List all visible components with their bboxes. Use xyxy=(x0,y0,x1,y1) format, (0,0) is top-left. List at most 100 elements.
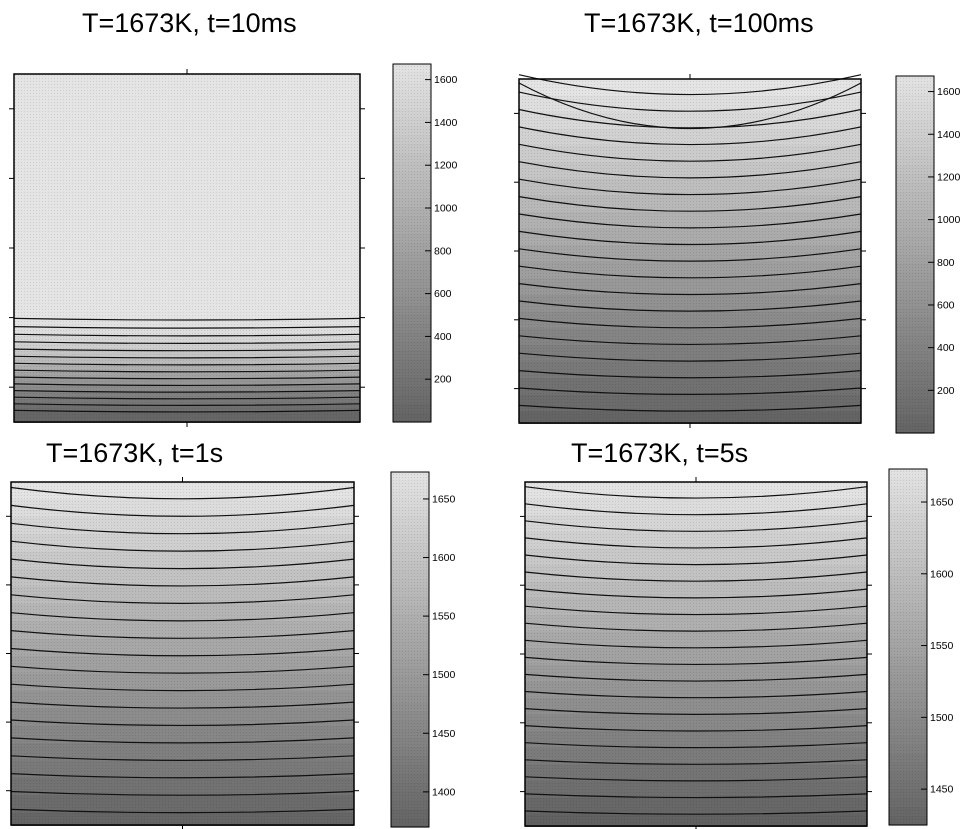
contour-line xyxy=(524,673,868,682)
contour-line xyxy=(524,810,868,815)
colorbar-tick-label: 1400 xyxy=(434,117,458,129)
contour-line xyxy=(10,773,355,779)
colorbar-tick-label: 1500 xyxy=(930,712,954,724)
contour-line xyxy=(524,639,868,649)
contour-line xyxy=(524,554,868,566)
colorbar-frame xyxy=(888,468,928,826)
contour-line xyxy=(13,355,361,359)
contour-line xyxy=(10,701,355,709)
colorbar-tick-label: 1400 xyxy=(937,129,961,141)
colorbar-tick-label: 200 xyxy=(434,374,452,386)
contour-line xyxy=(10,576,355,587)
contour-line xyxy=(524,486,868,499)
contour-line xyxy=(13,369,361,373)
contour-line xyxy=(518,178,862,196)
colorbar-tick-label: 1450 xyxy=(432,728,456,740)
contour-line xyxy=(518,248,862,262)
contour-line xyxy=(13,383,361,387)
colorbar-tick-label: 1000 xyxy=(434,203,458,215)
contour-line xyxy=(524,793,868,799)
colorbar-tick-label: 1600 xyxy=(434,74,458,86)
contour-line xyxy=(524,656,868,666)
contour-line xyxy=(518,143,862,162)
colorbar-tick-label: 1200 xyxy=(434,160,458,172)
colorbar-tick-label: 400 xyxy=(937,342,955,354)
texture-overlay xyxy=(525,482,867,826)
panel-title: T=1673K, t=5s xyxy=(571,438,749,468)
texture-overlay xyxy=(14,74,360,422)
colorbar-frame xyxy=(390,471,430,828)
colorbar-tick-label: 1600 xyxy=(937,86,961,98)
panel-title: T=1673K, t=1s xyxy=(46,438,224,468)
contour-line xyxy=(518,126,862,146)
contour-line xyxy=(10,612,355,622)
contour-line xyxy=(524,622,868,632)
colorbar-texture xyxy=(393,64,431,422)
contour-line xyxy=(10,540,355,552)
contour-line xyxy=(524,503,868,516)
contour-line xyxy=(10,755,355,761)
colorbar-tick-label: 1400 xyxy=(432,786,456,798)
colorbar-texture xyxy=(889,469,927,825)
contour-line xyxy=(10,719,355,727)
contour-line xyxy=(524,725,868,732)
contour-line xyxy=(518,108,862,129)
contour-line xyxy=(524,742,868,749)
colorbar-tick-label: 800 xyxy=(434,245,452,257)
colorbar-tick-label: 800 xyxy=(937,257,955,269)
contour-line xyxy=(518,196,862,212)
panel-title: T=1673K, t=100ms xyxy=(584,8,814,38)
contour-line xyxy=(518,265,862,279)
contour-line xyxy=(518,91,862,112)
colorbar-tick-label: 400 xyxy=(434,331,452,343)
contour-line xyxy=(518,370,862,379)
colorbar-tick-label: 1000 xyxy=(937,214,961,226)
contour-line xyxy=(518,317,862,329)
contour-line xyxy=(13,348,361,352)
texture-overlay xyxy=(519,79,861,423)
contour-line xyxy=(518,161,862,179)
colorbar-tick-label: 1600 xyxy=(432,552,456,564)
contour-line xyxy=(13,326,361,329)
contour-line xyxy=(10,737,355,744)
colorbar-tick-label: 600 xyxy=(434,288,452,300)
contour-line xyxy=(10,665,355,674)
contour-line xyxy=(10,504,355,517)
colorbar-tick-label: 1550 xyxy=(930,640,954,652)
colorbar-tick-label: 1450 xyxy=(930,784,954,796)
contour-line xyxy=(524,537,868,549)
colorbar-tick-label: 200 xyxy=(937,385,955,397)
contour-line xyxy=(10,683,355,692)
contour-line xyxy=(524,776,868,782)
contour-line xyxy=(10,647,355,657)
contour-line xyxy=(524,571,868,582)
contour-line xyxy=(524,605,868,616)
contour-line xyxy=(13,362,361,366)
contour-line xyxy=(10,486,355,500)
colorbar-texture xyxy=(896,76,934,433)
colorbar-tick-label: 1650 xyxy=(930,497,954,509)
contour-line xyxy=(524,690,868,699)
colorbar-tick-label: 1200 xyxy=(937,171,961,183)
colorbar-tick-label: 1600 xyxy=(930,568,954,580)
colorbar-tick-label: 1500 xyxy=(432,669,456,681)
texture-overlay xyxy=(11,482,354,825)
panel-title: T=1673K, t=10ms xyxy=(82,8,297,38)
contour-line xyxy=(524,708,868,715)
contour-line xyxy=(524,759,868,765)
contour-line xyxy=(10,594,355,604)
contour-line xyxy=(13,396,361,400)
contour-line xyxy=(524,588,868,599)
contour-line xyxy=(10,790,355,796)
contour-line xyxy=(518,213,862,229)
contour-line xyxy=(518,387,862,395)
contour-line xyxy=(518,230,862,246)
contour-line xyxy=(13,341,361,344)
contour-line xyxy=(13,333,361,337)
colorbar-frame xyxy=(895,75,935,434)
contour-line xyxy=(10,630,355,639)
colorbar-texture xyxy=(391,472,429,827)
contour-line xyxy=(10,558,355,570)
contour-line xyxy=(524,520,868,532)
